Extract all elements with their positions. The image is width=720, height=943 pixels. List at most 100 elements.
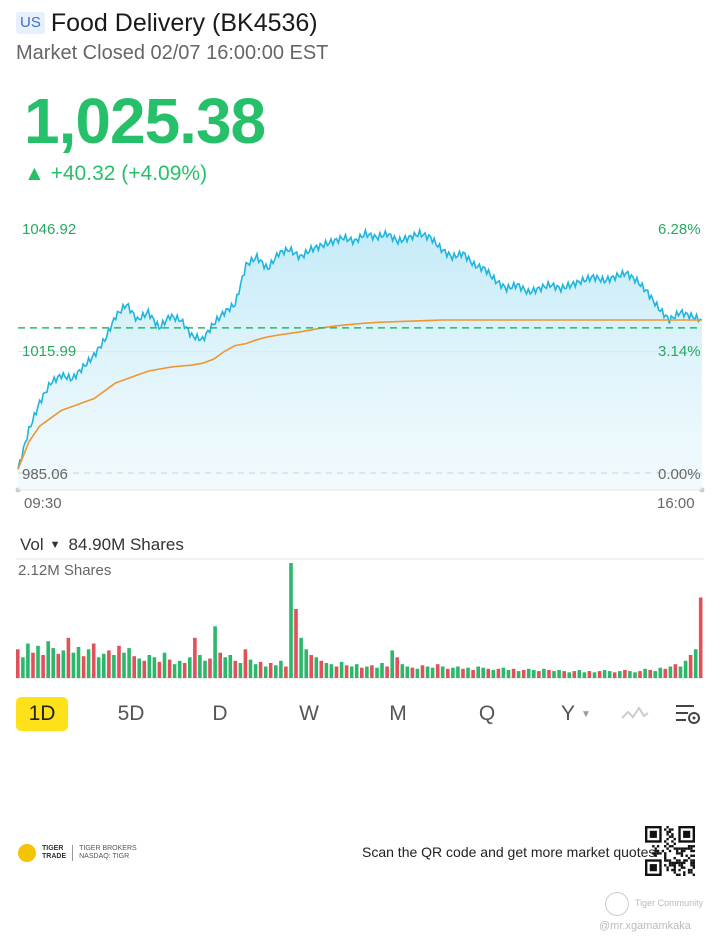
volume-bar bbox=[284, 666, 288, 678]
volume-bar bbox=[511, 668, 516, 678]
watermark-logo-icon bbox=[605, 892, 629, 916]
volume-bar bbox=[552, 671, 556, 678]
volume-bar bbox=[157, 661, 162, 678]
period-tab-1d[interactable]: 1D bbox=[16, 697, 68, 731]
volume-bar bbox=[395, 657, 399, 678]
qr-caption: Scan the QR code and get more market quo… bbox=[362, 844, 656, 860]
volume-bar bbox=[223, 657, 227, 678]
volume-bar bbox=[526, 668, 531, 678]
volume-bar bbox=[182, 663, 187, 678]
volume-bar bbox=[628, 671, 632, 678]
watermark: Tiger Community @mr.xgamamkaka bbox=[599, 890, 715, 940]
volume-bar bbox=[658, 667, 663, 678]
tiger-logo-icon bbox=[18, 844, 36, 862]
volume-bar bbox=[532, 670, 536, 679]
intraday-chart-svg[interactable] bbox=[0, 215, 720, 515]
volume-bar bbox=[375, 667, 379, 678]
volume-bar bbox=[618, 671, 622, 678]
period-tab-5d[interactable]: 5D bbox=[117, 702, 145, 725]
period-tab-m[interactable]: M bbox=[389, 702, 407, 725]
volume-bar bbox=[471, 670, 475, 679]
volume-bar bbox=[36, 645, 40, 678]
watermark-line-1: Tiger Community bbox=[635, 898, 704, 908]
volume-bar bbox=[314, 657, 319, 678]
volume-bar bbox=[496, 668, 501, 678]
y-right-tick-mid: 3.14% bbox=[658, 343, 701, 360]
brand-logo-group: TIGER TRADE TIGER BROKERS NASDAQ: TIGR bbox=[18, 844, 137, 862]
y-right-tick-bottom: 0.00% bbox=[658, 466, 701, 483]
volume-bar bbox=[577, 670, 582, 679]
volume-bar bbox=[557, 670, 561, 679]
volume-max-label: 2.12M Shares bbox=[18, 562, 112, 579]
volume-bar bbox=[461, 668, 465, 678]
volume-bar bbox=[274, 665, 278, 678]
volume-bar bbox=[501, 667, 506, 678]
qr-code-icon bbox=[645, 826, 695, 876]
volume-bar bbox=[456, 666, 460, 678]
volume-bar bbox=[102, 653, 106, 678]
volume-bar bbox=[446, 668, 450, 678]
volume-bar bbox=[31, 652, 35, 678]
volume-header[interactable]: Vol ▼ 84.90M Shares bbox=[20, 535, 184, 555]
caret-down-icon: ▼ bbox=[581, 708, 591, 720]
volume-bar bbox=[16, 649, 20, 679]
volume-bar bbox=[567, 672, 571, 679]
volume-bar bbox=[638, 671, 642, 678]
volume-bar bbox=[693, 649, 698, 679]
period-tab-d[interactable]: D bbox=[212, 702, 228, 725]
volume-bar bbox=[360, 667, 364, 678]
volume-bar bbox=[188, 657, 192, 678]
brand2-line-1: TIGER BROKERS bbox=[79, 845, 137, 852]
volume-bar bbox=[562, 671, 566, 678]
volume-bar bbox=[299, 637, 303, 679]
x-tick-end: 16:00 bbox=[657, 495, 695, 512]
volume-bar bbox=[329, 664, 334, 678]
market-badge: US bbox=[16, 12, 45, 34]
volume-bar bbox=[91, 643, 96, 678]
indicator-wave-icon[interactable] bbox=[620, 704, 650, 724]
last-price: 1,025.38 bbox=[24, 85, 266, 157]
volume-bar bbox=[147, 655, 152, 678]
x-tick-start: 09:30 bbox=[24, 495, 62, 512]
volume-bar bbox=[385, 666, 389, 678]
volume-bar bbox=[430, 667, 435, 678]
volume-bar bbox=[51, 648, 55, 678]
intraday-chart[interactable]: 1046.92 1015.99 985.06 6.28% 3.14% 0.00%… bbox=[0, 215, 720, 515]
price-area bbox=[18, 230, 702, 490]
volume-chart bbox=[0, 555, 720, 685]
volume-bar bbox=[339, 661, 344, 678]
volume-bar bbox=[582, 672, 587, 679]
volume-bar bbox=[440, 666, 445, 678]
volume-bar bbox=[602, 670, 607, 679]
volume-bar bbox=[688, 655, 693, 678]
price-change: ▲ +40.32 (+4.09%) bbox=[24, 162, 208, 185]
volume-bar bbox=[623, 670, 627, 679]
y-right-tick-top: 6.28% bbox=[658, 221, 701, 238]
volume-bar bbox=[587, 671, 592, 678]
chart-settings-icon[interactable] bbox=[674, 702, 702, 728]
period-tab-y[interactable]: Y ▼ bbox=[550, 697, 602, 731]
y-left-tick-bottom: 985.06 bbox=[22, 466, 68, 483]
volume-bar bbox=[218, 652, 222, 678]
caret-down-icon[interactable]: ▼ bbox=[49, 539, 61, 551]
volume-bar bbox=[349, 666, 354, 678]
page-title: Food Delivery (BK4536) bbox=[50, 8, 318, 37]
volume-bar bbox=[516, 671, 521, 678]
volume-bar bbox=[466, 667, 470, 678]
volume-bar bbox=[673, 664, 678, 678]
footer: TIGER TRADE TIGER BROKERS NASDAQ: TIGR S… bbox=[0, 820, 720, 890]
price-line bbox=[17, 227, 703, 470]
period-tab-q[interactable]: Q bbox=[478, 702, 496, 725]
volume-bar bbox=[380, 663, 384, 678]
volume-bar bbox=[76, 647, 81, 679]
period-tab-w[interactable]: W bbox=[299, 702, 319, 725]
period-selector: 1D 5D D W M Q Y ▼ bbox=[16, 696, 706, 732]
volume-bar bbox=[420, 665, 425, 678]
volume-bar bbox=[612, 672, 617, 679]
volume-bar bbox=[238, 663, 243, 678]
volume-bar bbox=[390, 650, 394, 678]
volume-total: 84.90M Shares bbox=[68, 535, 184, 554]
volume-bar bbox=[643, 668, 647, 678]
volume-bar bbox=[633, 672, 637, 679]
volume-bar bbox=[354, 664, 359, 678]
